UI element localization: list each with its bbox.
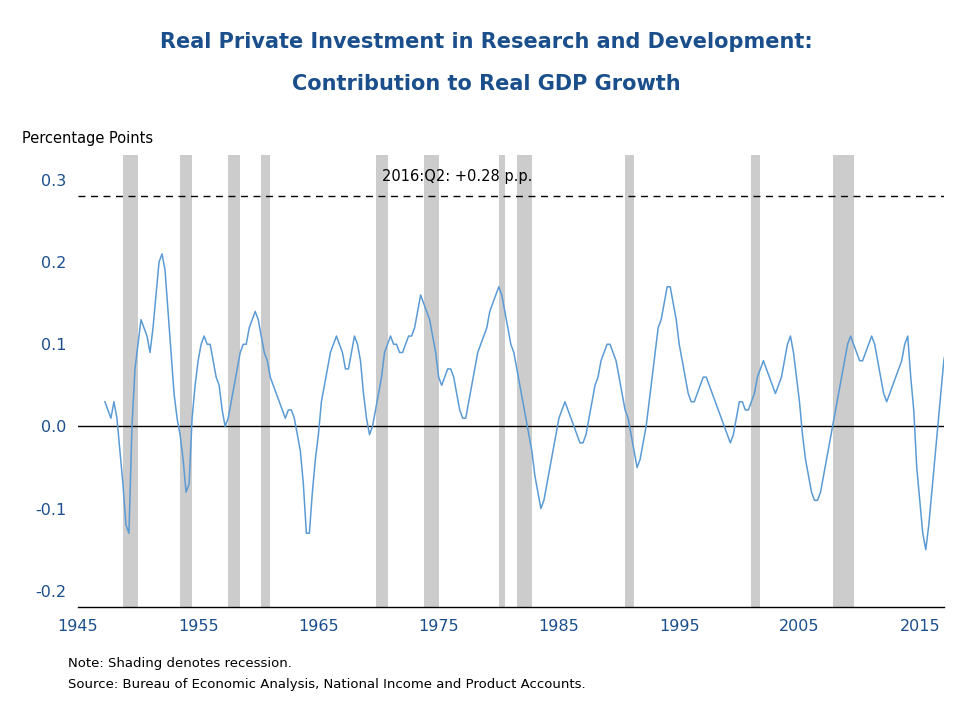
Bar bbox=[499, 155, 505, 607]
Bar bbox=[123, 155, 138, 607]
Bar bbox=[262, 155, 270, 607]
Text: Source: Bureau of Economic Analysis, National Income and Product Accounts.: Source: Bureau of Economic Analysis, Nat… bbox=[68, 678, 586, 691]
Text: Contribution to Real GDP Growth: Contribution to Real GDP Growth bbox=[292, 74, 681, 94]
Text: Note: Shading denotes recession.: Note: Shading denotes recession. bbox=[68, 657, 292, 670]
Bar bbox=[376, 155, 387, 607]
Bar bbox=[423, 155, 439, 607]
Bar bbox=[751, 155, 760, 607]
Bar bbox=[833, 155, 853, 607]
Text: Real Private Investment in Research and Development:: Real Private Investment in Research and … bbox=[161, 32, 812, 52]
Bar bbox=[517, 155, 532, 607]
Bar bbox=[229, 155, 240, 607]
Text: Percentage Points: Percentage Points bbox=[21, 131, 153, 146]
Bar bbox=[180, 155, 192, 607]
Bar bbox=[625, 155, 634, 607]
Text: 2016:Q2: +0.28 p.p.: 2016:Q2: +0.28 p.p. bbox=[381, 169, 532, 184]
